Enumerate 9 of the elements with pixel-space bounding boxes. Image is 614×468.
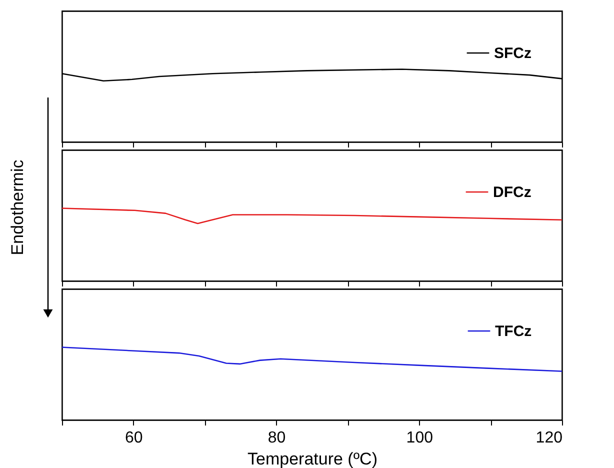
legend-label: SFCz bbox=[494, 45, 532, 62]
x-tick-label: 100 bbox=[406, 430, 434, 446]
x-tick-label: 60 bbox=[125, 430, 143, 446]
legend-label: TFCz bbox=[495, 323, 532, 340]
x-axis-title: Temperature (ºC) bbox=[248, 450, 378, 468]
legend-label: DFCz bbox=[493, 184, 532, 201]
x-tick-label: 80 bbox=[268, 430, 286, 446]
y-axis-title: Endothermic bbox=[8, 159, 27, 256]
x-tick-label: 120 bbox=[536, 430, 563, 446]
